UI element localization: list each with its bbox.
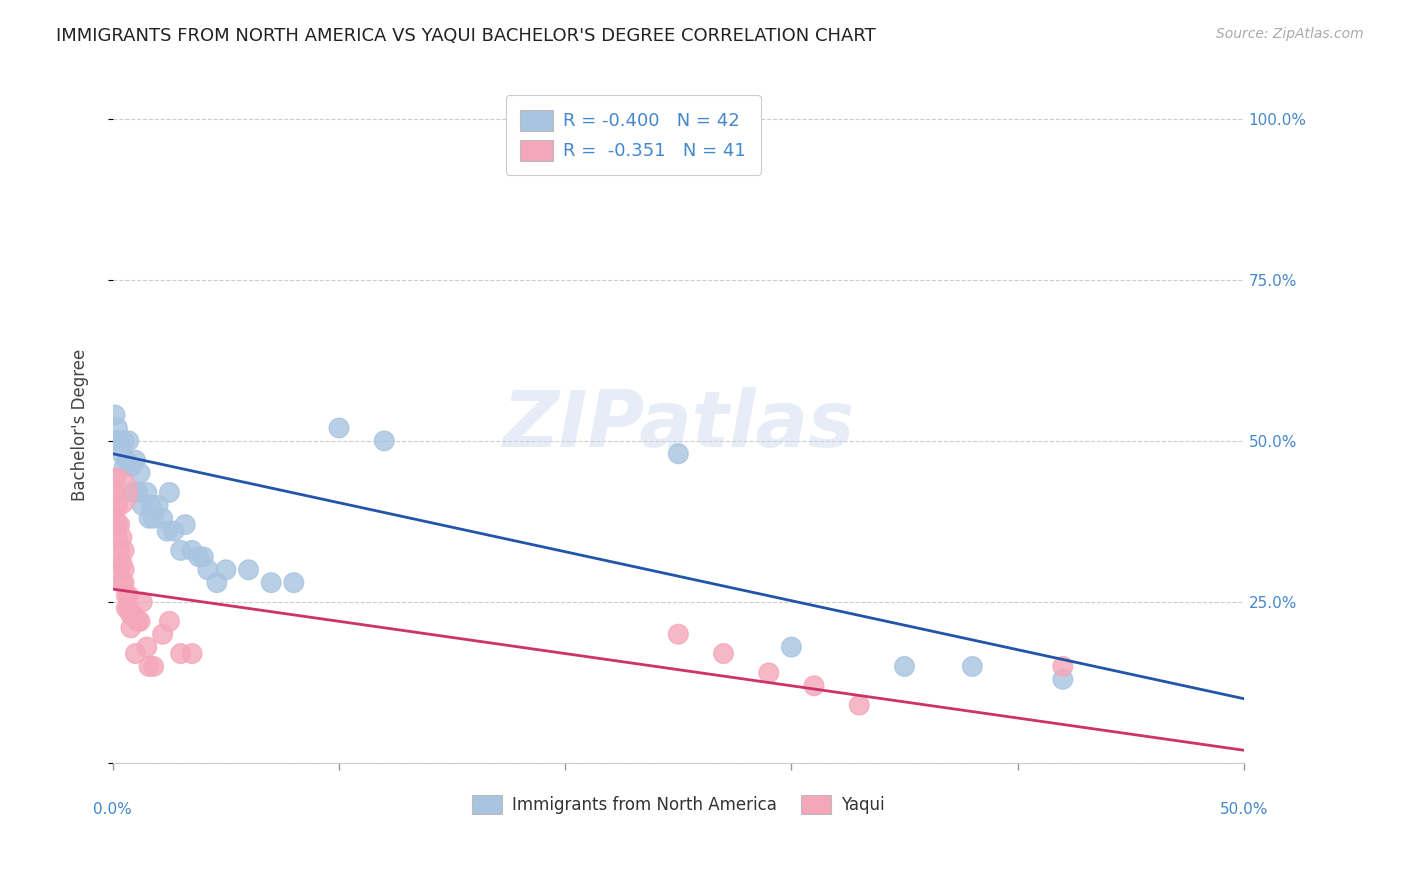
Point [142,659,165,673]
Point [283,575,305,590]
Point [118,601,141,615]
Point [666,627,689,641]
Point [101,485,124,500]
Point [181,647,204,661]
Point [115,589,138,603]
Point [124,453,146,467]
Point [129,615,152,629]
Point [138,511,160,525]
Y-axis label: Bachelor's Degree: Bachelor's Degree [72,349,89,501]
Point [118,589,141,603]
Point [127,485,149,500]
Point [152,511,174,525]
Point [156,524,179,538]
Point [104,408,127,422]
Point [260,575,283,590]
Point [122,607,145,622]
Point [101,511,124,525]
Point [108,563,131,577]
Point [105,531,128,545]
Point [115,453,138,467]
Point [129,466,152,480]
Point [163,524,186,538]
Point [962,659,984,673]
Point [328,421,350,435]
Point [193,549,215,564]
Point [893,659,915,673]
Point [112,543,135,558]
Point [120,607,142,622]
Point [666,447,689,461]
Point [111,447,134,461]
Point [141,498,163,512]
Point [108,543,131,558]
Point [120,459,142,474]
Point [780,640,803,654]
Point [104,434,127,448]
Point [205,575,228,590]
Legend: Immigrants from North America, Yaqui: Immigrants from North America, Yaqui [463,787,893,822]
Point [111,531,134,545]
Point [111,557,134,571]
Point [135,485,157,500]
Point [112,563,135,577]
Point [713,647,735,661]
Point [238,563,260,577]
Text: IMMIGRANTS FROM NORTH AMERICA VS YAQUI BACHELOR'S DEGREE CORRELATION CHART: IMMIGRANTS FROM NORTH AMERICA VS YAQUI B… [56,27,876,45]
Point [142,511,165,525]
Point [197,563,219,577]
Text: 50.0%: 50.0% [1219,802,1268,817]
Point [135,640,157,654]
Point [1052,673,1074,687]
Text: Source: ZipAtlas.com: Source: ZipAtlas.com [1216,27,1364,41]
Point [174,517,197,532]
Point [104,473,127,487]
Point [181,543,204,558]
Point [170,543,193,558]
Point [108,434,131,448]
Point [187,549,209,564]
Point [112,434,135,448]
Point [157,485,180,500]
Point [758,665,780,680]
Point [215,563,238,577]
Point [108,517,131,532]
Point [105,517,128,532]
Point [104,485,127,500]
Point [127,615,149,629]
Point [803,679,825,693]
Point [112,575,135,590]
Point [170,647,193,661]
Point [115,601,138,615]
Text: 0.0%: 0.0% [93,802,132,817]
Point [131,595,153,609]
Point [124,647,146,661]
Point [122,485,145,500]
Point [105,421,128,435]
Point [131,498,153,512]
Point [104,511,127,525]
Text: ZIPatlas: ZIPatlas [502,387,855,463]
Point [152,627,174,641]
Point [373,434,395,448]
Point [120,621,142,635]
Point [105,498,128,512]
Point [118,434,141,448]
Point [848,698,870,712]
Point [157,615,180,629]
Point [1052,659,1074,673]
Point [146,498,169,512]
Point [138,659,160,673]
Point [111,575,134,590]
Point [112,459,135,474]
